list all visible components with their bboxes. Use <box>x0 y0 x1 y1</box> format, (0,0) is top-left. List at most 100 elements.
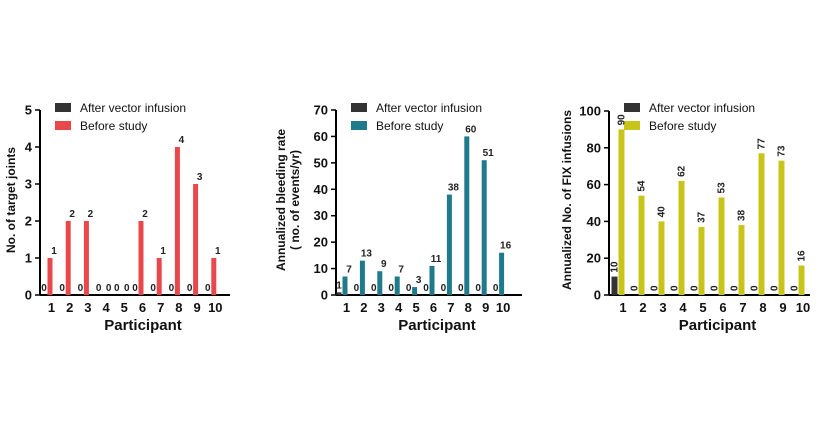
x-tick-label: 7 <box>447 300 454 315</box>
x-tick-label: 5 <box>412 300 419 315</box>
bar-before <box>211 258 217 295</box>
bar-before <box>359 260 365 295</box>
x-tick-label: 6 <box>139 300 146 315</box>
y-tick-label: 0 <box>594 288 601 303</box>
data-label-before: 3 <box>416 275 422 286</box>
bar-after <box>611 276 618 295</box>
x-tick-label: 7 <box>739 300 746 315</box>
y-tick-label: 20 <box>587 251 601 266</box>
bar-before <box>481 160 487 295</box>
data-label-after: 0 <box>150 283 156 294</box>
data-label-before: 53 <box>717 182 728 194</box>
data-label-before: 16 <box>797 250 808 262</box>
x-tick-label: 4 <box>102 300 110 315</box>
data-label-before: 16 <box>500 241 512 252</box>
data-label-before: 2 <box>69 209 75 220</box>
y-axis-title: No. of target joints <box>4 147 18 253</box>
data-label-before: 2 <box>142 209 148 220</box>
bar-before <box>193 184 199 295</box>
legend-label-after: After vector infusion <box>376 101 482 115</box>
y-tick-label: 50 <box>314 155 328 170</box>
bar-before <box>394 276 400 295</box>
y-tick-label: 40 <box>587 214 601 229</box>
data-label-before: 60 <box>465 124 477 135</box>
x-tick-label: 5 <box>121 300 128 315</box>
y-axis-title: Annualized No. of FIX infusions <box>560 110 574 290</box>
y-tick-label: 0 <box>25 288 32 303</box>
y-tick-label: 40 <box>314 182 328 197</box>
bar-before <box>718 197 725 295</box>
x-tick-label: 5 <box>699 300 706 315</box>
bar-before <box>174 147 180 295</box>
bar-before <box>798 265 805 295</box>
x-tick-label: 10 <box>796 300 810 315</box>
legend-label-before: Before study <box>649 119 716 133</box>
data-label-before: 90 <box>617 114 628 126</box>
data-label-before: 73 <box>777 145 788 157</box>
data-label-after: 0 <box>132 283 138 294</box>
bar-before <box>658 221 665 295</box>
bar-before <box>377 271 383 295</box>
data-label-after: 0 <box>475 283 481 294</box>
x-tick-label: 4 <box>679 300 687 315</box>
y-tick-label: 1 <box>25 251 32 266</box>
data-label-before: 37 <box>697 211 708 223</box>
bar-before <box>429 265 435 295</box>
y-tick-label: 60 <box>314 129 328 144</box>
bar-before <box>342 276 348 295</box>
data-label-after: 0 <box>78 283 84 294</box>
data-label-after: 0 <box>169 283 175 294</box>
y-axis-title-line: ( no. of events/yr) <box>288 150 302 250</box>
data-label-after: 0 <box>790 285 801 291</box>
data-label-after: 0 <box>770 285 781 291</box>
bar-before <box>65 221 71 295</box>
data-label-before: 4 <box>179 135 185 146</box>
data-label-before: 62 <box>677 165 688 177</box>
x-tick-label: 8 <box>759 300 766 315</box>
legend-label-before: Before study <box>80 119 147 133</box>
data-label-after: 0 <box>710 285 721 291</box>
data-label-before: 0 <box>124 283 130 294</box>
y-axis-title-line: Annualized No. of FIX infusions <box>560 110 574 290</box>
data-label-before: 51 <box>483 148 495 159</box>
bar-before <box>499 252 505 295</box>
x-tick-label: 1 <box>48 300 55 315</box>
legend-swatch-before <box>351 121 367 130</box>
data-label-after: 10 <box>610 261 621 273</box>
data-label-before: 7 <box>398 265 404 276</box>
data-label-after: 0 <box>630 285 641 291</box>
x-tick-label: 3 <box>659 300 666 315</box>
bar-before <box>83 221 89 295</box>
bar-before <box>156 258 162 295</box>
data-label-after: 1 <box>336 280 342 291</box>
data-label-before: 38 <box>448 183 460 194</box>
data-label-before: 11 <box>431 254 442 265</box>
y-axis-title-line: No. of target joints <box>4 147 18 253</box>
bar-before <box>758 153 765 295</box>
data-label-before: 13 <box>361 249 373 260</box>
y-tick-label: 80 <box>587 140 601 155</box>
legend-label-after: After vector infusion <box>649 101 755 115</box>
x-axis-title: Participant <box>398 317 476 334</box>
bar-before <box>47 258 53 295</box>
x-tick-label: 7 <box>157 300 164 315</box>
y-tick-label: 30 <box>314 208 328 223</box>
data-label-before: 7 <box>346 265 352 276</box>
data-label-after: 0 <box>187 283 193 294</box>
data-label-after: 0 <box>59 283 65 294</box>
bar-before <box>698 226 705 295</box>
data-label-before: 40 <box>657 206 668 218</box>
data-label-after: 0 <box>388 283 394 294</box>
data-label-after: 0 <box>371 283 377 294</box>
data-label-after: 0 <box>730 285 741 291</box>
x-tick-label: 10 <box>208 300 222 315</box>
legend-swatch-after <box>624 103 640 112</box>
legend-label-before: Before study <box>376 119 443 133</box>
data-label-after: 0 <box>458 283 464 294</box>
bar-after <box>336 292 342 295</box>
data-label-before: 9 <box>381 259 387 270</box>
data-label-after: 0 <box>441 283 447 294</box>
x-tick-label: 2 <box>360 300 367 315</box>
data-label-after: 0 <box>406 283 412 294</box>
legend-swatch-after <box>55 103 71 112</box>
